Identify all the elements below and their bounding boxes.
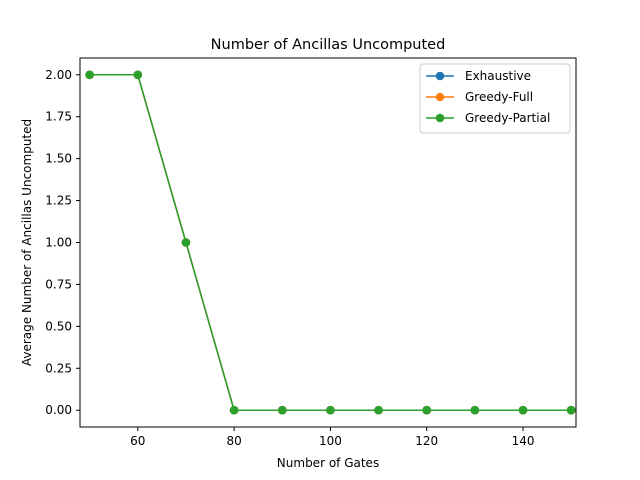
x-tick-label: 100 <box>319 434 342 448</box>
y-tick-label: 0.75 <box>45 277 72 291</box>
data-point <box>181 238 191 247</box>
data-point <box>566 405 576 415</box>
data-point <box>133 70 143 80</box>
data-point <box>518 405 528 415</box>
data-point <box>229 405 239 415</box>
legend-label: Greedy-Partial <box>465 111 550 125</box>
legend-label: Exhaustive <box>465 69 531 83</box>
legend-marker <box>435 92 445 102</box>
y-tick-label: 0.00 <box>45 403 72 417</box>
x-axis-label: Number of Gates <box>277 456 379 470</box>
x-tick-label: 120 <box>415 434 438 448</box>
y-tick-label: 1.75 <box>45 110 72 124</box>
y-axis-label: Average Number of Ancillas Uncomputed <box>20 119 34 366</box>
y-tick-label: 0.25 <box>45 361 72 375</box>
legend-marker <box>435 113 445 123</box>
x-axis-ticks: 60 80 100 120 140 <box>130 427 534 448</box>
y-tick-label: 1.25 <box>45 194 72 208</box>
legend-marker <box>435 71 445 81</box>
data-point <box>326 405 335 415</box>
legend-label: Greedy-Full <box>465 90 533 104</box>
data-point <box>277 405 287 415</box>
data-point <box>422 405 432 415</box>
series-layer <box>85 70 576 415</box>
y-tick-label: 1.50 <box>45 152 72 166</box>
data-point <box>470 405 480 415</box>
plot-frame <box>79 57 577 428</box>
y-tick-label: 0.50 <box>45 319 72 333</box>
chart-title: Number of Ancillas Uncomputed <box>211 37 446 53</box>
x-tick-label: 60 <box>130 434 145 448</box>
data-point <box>374 405 383 415</box>
legend: Exhaustive Greedy-Full Greedy-Partial <box>419 63 571 134</box>
data-point <box>85 70 94 80</box>
x-tick-label: 80 <box>226 434 241 448</box>
y-tick-label: 1.00 <box>45 236 72 250</box>
legend-box <box>419 63 571 134</box>
y-tick-label: 2.00 <box>45 68 72 82</box>
x-tick-label: 140 <box>512 434 535 448</box>
y-axis-ticks: 0.00 0.25 0.50 0.75 1.00 1.25 1.50 1.75 2.00 <box>45 68 80 417</box>
